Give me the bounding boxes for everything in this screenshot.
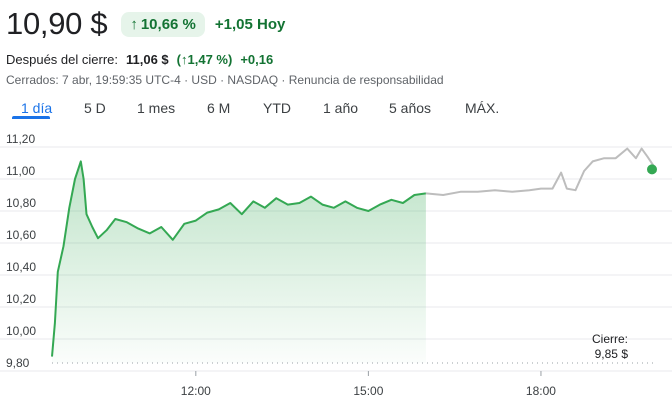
tab-5-years[interactable]: 5 años <box>389 100 432 116</box>
y-tick-label: 10,00 <box>6 324 36 338</box>
y-axis: 11,20 11,00 10,80 10,60 10,40 10,20 10,00 9,80 <box>6 132 36 370</box>
tab-1-month[interactable]: 1 mes <box>137 100 176 116</box>
change-absolute: +1,05 Hoy <box>215 16 285 33</box>
y-tick-label: 10,60 <box>6 228 36 242</box>
y-tick-label: 9,80 <box>6 356 30 370</box>
after-hours-row: Después del cierre: 11,06 $ (↑1,47 %) +0… <box>6 52 273 67</box>
after-hours-price: 11,06 $ <box>126 52 169 67</box>
x-tick-label: 15:00 <box>353 384 383 398</box>
x-tick-label: 18:00 <box>526 384 556 398</box>
y-tick-label: 10,20 <box>6 292 36 306</box>
arrow-up-icon: ↑ <box>181 52 188 67</box>
y-tick-label: 11,20 <box>6 132 35 146</box>
change-absolute-value: +1,05 <box>214 15 253 33</box>
after-hours-pct-close: ) <box>227 52 233 67</box>
after-hours-absolute: +0,16 <box>240 52 274 67</box>
change-percent: 10,66 % <box>140 15 196 33</box>
extended-hours-line <box>425 147 657 196</box>
last-price-dot <box>647 164 657 175</box>
market-price-line <box>51 160 427 357</box>
arrow-up-icon: ↑ <box>130 15 138 33</box>
y-tick-label: 10,40 <box>6 260 36 274</box>
tab-1-year[interactable]: 1 año <box>323 100 359 116</box>
current-price: 10,90 $ <box>6 6 108 41</box>
tab-6-months[interactable]: 6 M <box>207 100 231 116</box>
after-hours-pct-value: 1,47 % <box>187 52 228 67</box>
change-period: Hoy <box>257 15 286 33</box>
previous-close-label: Cierre: <box>592 332 628 346</box>
previous-close-value: 9,85 $ <box>595 347 629 361</box>
tab-5-days[interactable]: 5 D <box>84 100 106 116</box>
active-tab-indicator <box>12 116 50 119</box>
after-hours-percent: (↑1,47 %) <box>177 52 233 67</box>
market-area-fill <box>52 161 426 363</box>
tab-1-day[interactable]: 1 día <box>21 100 53 116</box>
market-status-meta: Cerrados: 7 abr, 19:59:35 UTC-4 · USD · … <box>6 73 444 87</box>
tab-max[interactable]: MÁX. <box>465 100 500 116</box>
quote-header: 10,90 $ ↑ 10,66 % +1,05 Hoy <box>6 6 285 42</box>
after-hours-pct-open: ( <box>176 52 181 67</box>
y-tick-label: 11,00 <box>6 164 35 178</box>
range-tabs: 1 día 5 D 1 mes 6 M YTD 1 año 5 años MÁX… <box>0 100 672 122</box>
x-tick-label: 12:00 <box>181 384 211 398</box>
y-tick-label: 10,80 <box>6 196 36 210</box>
after-hours-label: Después del cierre: <box>6 52 118 67</box>
x-axis: 12:00 15:00 18:00 <box>181 371 556 398</box>
tab-ytd[interactable]: YTD <box>263 100 291 116</box>
change-percent-badge: ↑ 10,66 % <box>121 11 205 37</box>
